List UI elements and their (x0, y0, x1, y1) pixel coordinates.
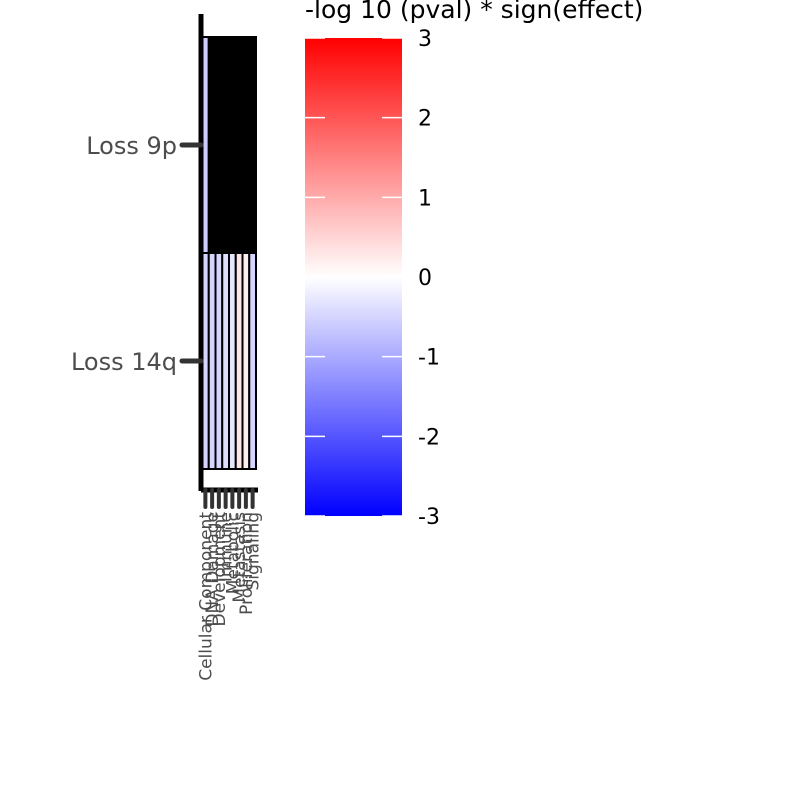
legend-tick-label: 2 (418, 107, 432, 132)
heatmap-tile (228, 252, 237, 470)
legend-tick-label: -2 (418, 425, 440, 450)
heatmap-tiles (201, 36, 257, 470)
legend-tick-label: -3 (418, 505, 440, 530)
x-tick-label: Development (210, 512, 230, 627)
y-tick-label: Loss 14q (71, 348, 177, 376)
y-axis-labels: Loss 9p Loss 14q (71, 132, 177, 376)
x-tick-label: Metastasis (230, 512, 250, 603)
legend-tick-label: 3 (418, 27, 432, 52)
x-tick-label: Immune (217, 512, 237, 582)
legend-title: -log 10 (pval) * sign(effect) (305, 0, 643, 24)
legend-tick-label: -1 (418, 346, 440, 371)
legend-tick-label: 1 (418, 186, 432, 211)
heatmap-tile (248, 252, 257, 470)
heatmap-tile (214, 252, 224, 470)
heatmap-tile (234, 36, 244, 254)
heatmap-tile (214, 36, 224, 254)
x-tick-label: Cellular Component (196, 512, 216, 681)
color-legend: -log 10 (pval) * sign(effect) 3 2 1 0 -1 -2 -3 (305, 0, 643, 530)
heatmap-tile (207, 252, 217, 470)
heatmap-tile (248, 36, 257, 254)
heatmap-tile (241, 36, 251, 254)
heatmap-tile (228, 36, 237, 254)
axes (179, 14, 258, 509)
x-tick-label: DNA Damage (203, 512, 223, 627)
y-tick-label: Loss 9p (86, 132, 177, 160)
x-tick-label: Metabolic (223, 512, 243, 594)
heatmap-tile (207, 36, 217, 254)
heatmap-tile (234, 252, 244, 470)
x-tick-label: Proliferation (237, 512, 257, 615)
legend-tick-label: 0 (418, 266, 432, 291)
legend-ticks: 3 2 1 0 -1 -2 -3 (305, 27, 440, 530)
heatmap-tile (241, 252, 251, 470)
heatmap-tile (221, 36, 230, 254)
x-tick-label: Signaling (244, 512, 264, 591)
heatmap-tile (221, 252, 230, 470)
